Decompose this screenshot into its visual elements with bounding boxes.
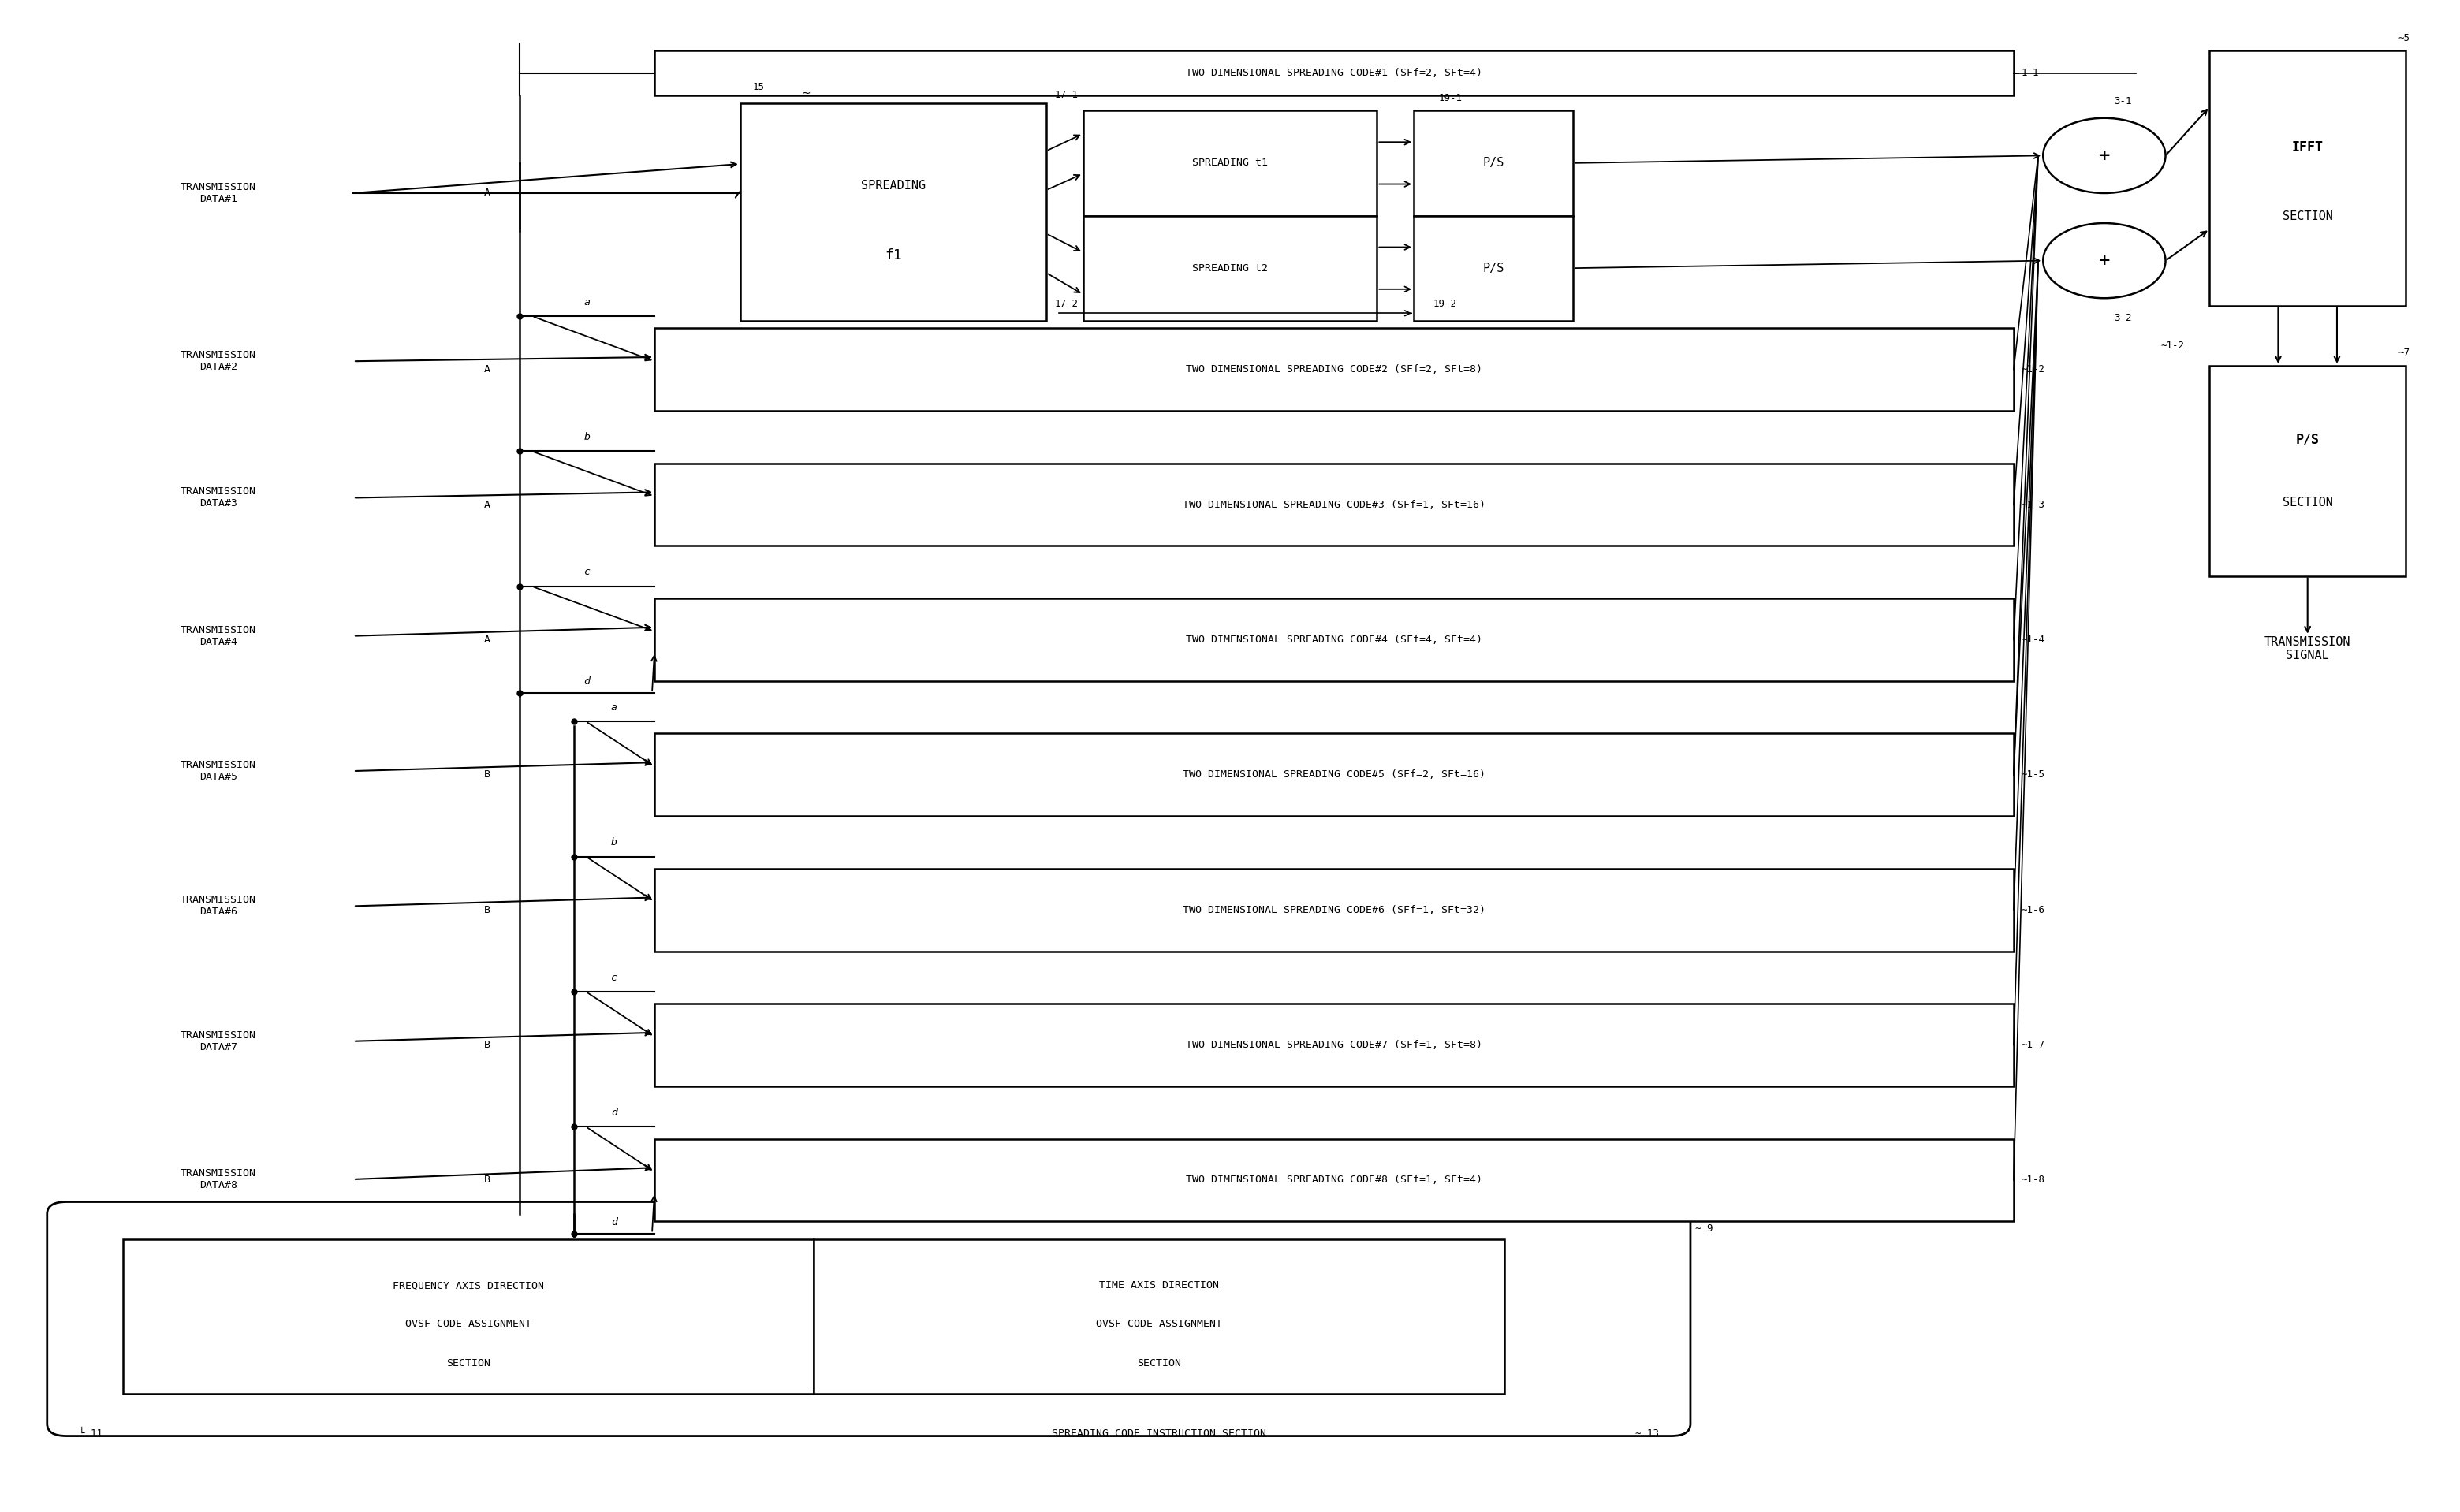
Text: 3-2: 3-2	[2113, 313, 2133, 324]
Text: TWO DIMENSIONAL SPREADING CODE#4 (SFf=4, SFt=4): TWO DIMENSIONAL SPREADING CODE#4 (SFf=4,…	[1186, 635, 1483, 644]
Text: +: +	[2098, 148, 2111, 163]
Text: TRANSMISSION
DATA#8: TRANSMISSION DATA#8	[180, 1169, 256, 1190]
Text: TWO DIMENSIONAL SPREADING CODE#6 (SFf=1, SFt=32): TWO DIMENSIONAL SPREADING CODE#6 (SFf=1,…	[1183, 904, 1486, 915]
Bar	[2209, 50, 2406, 305]
FancyBboxPatch shape	[47, 1202, 1690, 1436]
Text: TRANSMISSION
SIGNAL: TRANSMISSION SIGNAL	[2263, 637, 2352, 661]
Text: ∼ 9: ∼ 9	[1695, 1223, 1712, 1234]
Text: b: b	[583, 432, 590, 443]
Text: SPREADING t2: SPREADING t2	[1193, 263, 1267, 274]
Bar	[654, 1004, 2015, 1086]
Text: TRANSMISSION
DATA#6: TRANSMISSION DATA#6	[180, 895, 256, 918]
Text: TWO DIMENSIONAL SPREADING CODE#3 (SFf=1, SFt=16): TWO DIMENSIONAL SPREADING CODE#3 (SFf=1,…	[1183, 499, 1486, 510]
Text: A: A	[485, 499, 490, 510]
Text: B: B	[485, 1040, 490, 1049]
Bar	[814, 1240, 1506, 1394]
Text: P/S: P/S	[1483, 262, 1503, 274]
Text: OVSF CODE ASSIGNMENT: OVSF CODE ASSIGNMENT	[1095, 1320, 1223, 1329]
Bar	[1082, 216, 1378, 321]
Text: b: b	[610, 838, 617, 848]
Text: TRANSMISSION
DATA#4: TRANSMISSION DATA#4	[180, 624, 256, 647]
Text: ∼1-3: ∼1-3	[2022, 499, 2044, 510]
Text: 15: 15	[753, 82, 765, 92]
Text: c: c	[583, 567, 590, 578]
Text: IFFT: IFFT	[2293, 141, 2322, 154]
Text: ∼5: ∼5	[2398, 33, 2411, 42]
Text: f1: f1	[886, 248, 903, 263]
Text: a: a	[583, 296, 590, 307]
Text: d: d	[610, 1217, 617, 1228]
Bar	[740, 103, 1046, 321]
Text: ∼1-6: ∼1-6	[2022, 904, 2044, 915]
Text: 1-1: 1-1	[2022, 68, 2039, 79]
Text: A: A	[485, 187, 490, 198]
Text: SPREADING t1: SPREADING t1	[1193, 157, 1267, 168]
Text: ∼1-5: ∼1-5	[2022, 770, 2044, 780]
Text: ∼1-8: ∼1-8	[2022, 1175, 2044, 1185]
Text: ∼1-4: ∼1-4	[2022, 635, 2044, 644]
Text: SPREADING CODE INSTRUCTION SECTION: SPREADING CODE INSTRUCTION SECTION	[1053, 1429, 1267, 1439]
Text: d: d	[610, 1107, 617, 1117]
Text: SECTION: SECTION	[445, 1358, 490, 1368]
Text: A: A	[485, 635, 490, 644]
Text: TRANSMISSION
DATA#2: TRANSMISSION DATA#2	[180, 351, 256, 372]
Text: ∼1-2: ∼1-2	[2160, 340, 2184, 351]
Text: TWO DIMENSIONAL SPREADING CODE#1 (SFf=2, SFt=4): TWO DIMENSIONAL SPREADING CODE#1 (SFf=2,…	[1186, 68, 1483, 79]
Circle shape	[2044, 224, 2165, 298]
Bar	[654, 1139, 2015, 1222]
Text: A: A	[485, 364, 490, 375]
Text: +: +	[2098, 253, 2111, 268]
Text: SECTION: SECTION	[2283, 210, 2332, 222]
Text: OVSF CODE ASSIGNMENT: OVSF CODE ASSIGNMENT	[406, 1320, 531, 1329]
Text: ∼7: ∼7	[2398, 348, 2411, 358]
Text: P/S: P/S	[2295, 432, 2320, 446]
Bar	[654, 868, 2015, 951]
Bar	[654, 599, 2015, 680]
Bar	[123, 1240, 814, 1394]
Text: 17-2: 17-2	[1055, 298, 1077, 308]
Bar	[654, 733, 2015, 816]
Text: FREQUENCY AXIS DIRECTION: FREQUENCY AXIS DIRECTION	[394, 1281, 544, 1291]
Text: TIME AXIS DIRECTION: TIME AXIS DIRECTION	[1100, 1281, 1218, 1291]
Text: TWO DIMENSIONAL SPREADING CODE#8 (SFf=1, SFt=4): TWO DIMENSIONAL SPREADING CODE#8 (SFf=1,…	[1186, 1175, 1483, 1185]
Text: 19-1: 19-1	[1439, 92, 1461, 103]
Bar	[654, 463, 2015, 546]
Text: P/S: P/S	[1483, 157, 1503, 169]
Circle shape	[2044, 118, 2165, 194]
Bar	[1414, 216, 1572, 321]
Text: d: d	[583, 677, 590, 686]
Text: 19-2: 19-2	[1434, 298, 1456, 308]
Bar	[654, 50, 2015, 95]
Text: TWO DIMENSIONAL SPREADING CODE#5 (SFf=2, SFt=16): TWO DIMENSIONAL SPREADING CODE#5 (SFf=2,…	[1183, 770, 1486, 780]
Text: ∼ 13: ∼ 13	[1636, 1429, 1658, 1439]
Bar	[1082, 110, 1378, 216]
Text: ∼1-2: ∼1-2	[2022, 364, 2044, 375]
Text: └ 11: └ 11	[79, 1429, 103, 1439]
Text: SECTION: SECTION	[1137, 1358, 1181, 1368]
Bar	[2209, 366, 2406, 576]
Text: c: c	[610, 972, 617, 983]
Text: TRANSMISSION
DATA#1: TRANSMISSION DATA#1	[180, 181, 256, 204]
Text: 3-1: 3-1	[2113, 95, 2133, 106]
Bar	[654, 328, 2015, 411]
Text: TWO DIMENSIONAL SPREADING CODE#2 (SFf=2, SFt=8): TWO DIMENSIONAL SPREADING CODE#2 (SFf=2,…	[1186, 364, 1483, 375]
Text: B: B	[485, 1175, 490, 1185]
Text: TWO DIMENSIONAL SPREADING CODE#7 (SFf=1, SFt=8): TWO DIMENSIONAL SPREADING CODE#7 (SFf=1,…	[1186, 1040, 1483, 1049]
Bar	[1414, 110, 1572, 216]
Text: SECTION: SECTION	[2283, 496, 2332, 508]
Text: TRANSMISSION
DATA#5: TRANSMISSION DATA#5	[180, 761, 256, 782]
Text: a: a	[610, 702, 617, 712]
Text: B: B	[485, 904, 490, 915]
Text: SPREADING: SPREADING	[861, 180, 925, 192]
Text: 17-1: 17-1	[1055, 89, 1077, 100]
Text: ∼: ∼	[802, 88, 812, 98]
Text: TRANSMISSION
DATA#3: TRANSMISSION DATA#3	[180, 487, 256, 510]
Text: B: B	[485, 770, 490, 780]
Text: ∼1-7: ∼1-7	[2022, 1040, 2044, 1049]
Text: TRANSMISSION
DATA#7: TRANSMISSION DATA#7	[180, 1030, 256, 1052]
